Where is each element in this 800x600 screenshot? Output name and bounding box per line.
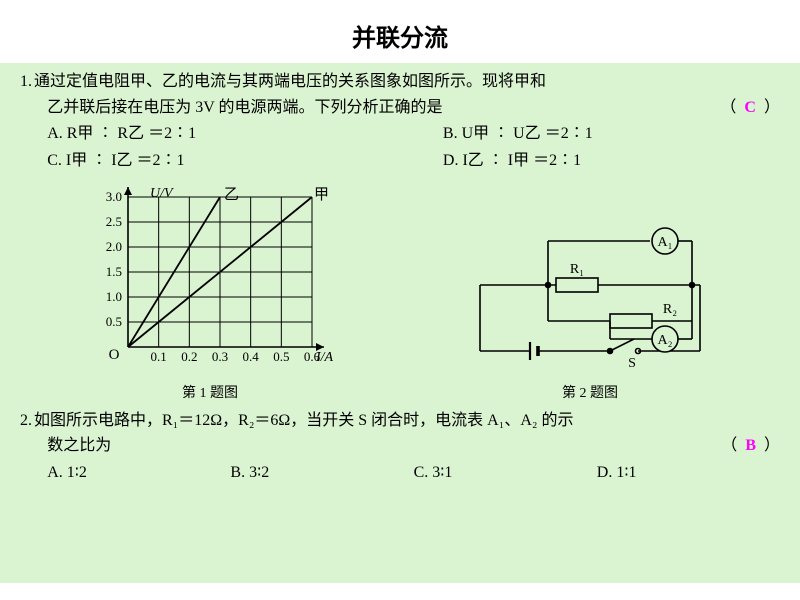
svg-text:2.0: 2.0 (106, 239, 122, 254)
content: 1.通过定值电阻甲、乙的电流与其两端电压的关系图象如图所示。现将甲和 乙并联后接… (0, 63, 800, 583)
svg-text:I/A: I/A (315, 350, 334, 365)
svg-text:1.5: 1.5 (106, 264, 122, 279)
svg-text:0.1: 0.1 (151, 349, 167, 364)
q1-optD: D. I乙 ∶ I甲 ＝2∶1 (443, 147, 780, 174)
q1-answer: C (736, 99, 764, 116)
q2-optB: B. 3∶2 (230, 459, 413, 486)
question-1: 1.通过定值电阻甲、乙的电流与其两端电压的关系图象如图所示。现将甲和 乙并联后接… (20, 69, 780, 120)
q1-optA: A. R甲 ∶ R乙 ＝2∶1 (47, 120, 443, 147)
q1-num: 1. (20, 73, 32, 90)
svg-text:U/V: U/V (150, 186, 174, 201)
q2-optC: C. 3∶1 (414, 459, 597, 486)
q1-line1: 通过定值电阻甲、乙的电流与其两端电压的关系图象如图所示。现将甲和 (34, 73, 546, 90)
question-2: 2.如图所示电路中，R₁＝12Ω，R₂＝6Ω，当开关 S 闭合时，电流表 A₁、… (20, 408, 780, 459)
svg-text:0.5: 0.5 (273, 349, 289, 364)
svg-text:0.4: 0.4 (243, 349, 260, 364)
fig2-caption: 第 2 题图 (460, 382, 720, 402)
svg-text:1.0: 1.0 (106, 289, 122, 304)
svg-text:0.3: 0.3 (212, 349, 228, 364)
svg-text:0.5: 0.5 (106, 314, 122, 329)
q1-answer-group: （C） (693, 95, 780, 121)
q2-optA: A. 1∶2 (47, 459, 230, 486)
q2-num: 2. (20, 412, 32, 429)
q2-answer: B (737, 437, 764, 454)
q2-options: A. 1∶2 B. 3∶2 C. 3∶1 D. 1∶1 (47, 459, 780, 486)
svg-text:R₂: R₂ (663, 302, 677, 317)
page-title: 并联分流 (0, 0, 800, 63)
figure-2: S R₁ A₁ R₂ A₂ 第 2 题图 (460, 223, 720, 402)
q2-line1: 如图所示电路中，R₁＝12Ω，R₂＝6Ω，当开关 S 闭合时，电流表 A₁、A₂… (34, 412, 573, 429)
uv-ia-chart: 0.51.01.52.02.53.00.10.20.30.40.50.6OU/V… (80, 183, 340, 373)
figures-row: 0.51.01.52.02.53.00.10.20.30.40.50.6OU/V… (20, 183, 780, 402)
svg-text:0.2: 0.2 (181, 349, 197, 364)
q1-optC: C. I甲 ∶ I乙 ＝2∶1 (47, 147, 443, 174)
q2-line2: 数之比为 (47, 437, 111, 454)
q1-optB: B. U甲 ∶ U乙 ＝2∶1 (443, 120, 780, 147)
figure-1: 0.51.01.52.02.53.00.10.20.30.40.50.6OU/V… (80, 183, 340, 402)
svg-text:R₁: R₁ (570, 262, 584, 277)
q2-answer-group: （B） (694, 433, 780, 459)
svg-text:3.0: 3.0 (106, 189, 122, 204)
svg-text:乙: 乙 (224, 187, 239, 203)
fig1-caption: 第 1 题图 (80, 382, 340, 402)
svg-text:2.5: 2.5 (106, 214, 122, 229)
circuit-diagram: S R₁ A₁ R₂ A₂ (460, 223, 720, 373)
svg-text:S: S (628, 356, 636, 371)
q1-line2: 乙并联后接在电压为 3V 的电源两端。下列分析正确的是 (47, 99, 442, 116)
q1-options: A. R甲 ∶ R乙 ＝2∶1 B. U甲 ∶ U乙 ＝2∶1 C. I甲 ∶ … (47, 120, 780, 174)
svg-text:O: O (109, 347, 120, 363)
svg-text:A₁: A₁ (658, 235, 673, 250)
svg-text:A₂: A₂ (658, 333, 673, 348)
q2-optD: D. 1∶1 (597, 459, 780, 486)
svg-text:甲: 甲 (314, 187, 329, 203)
